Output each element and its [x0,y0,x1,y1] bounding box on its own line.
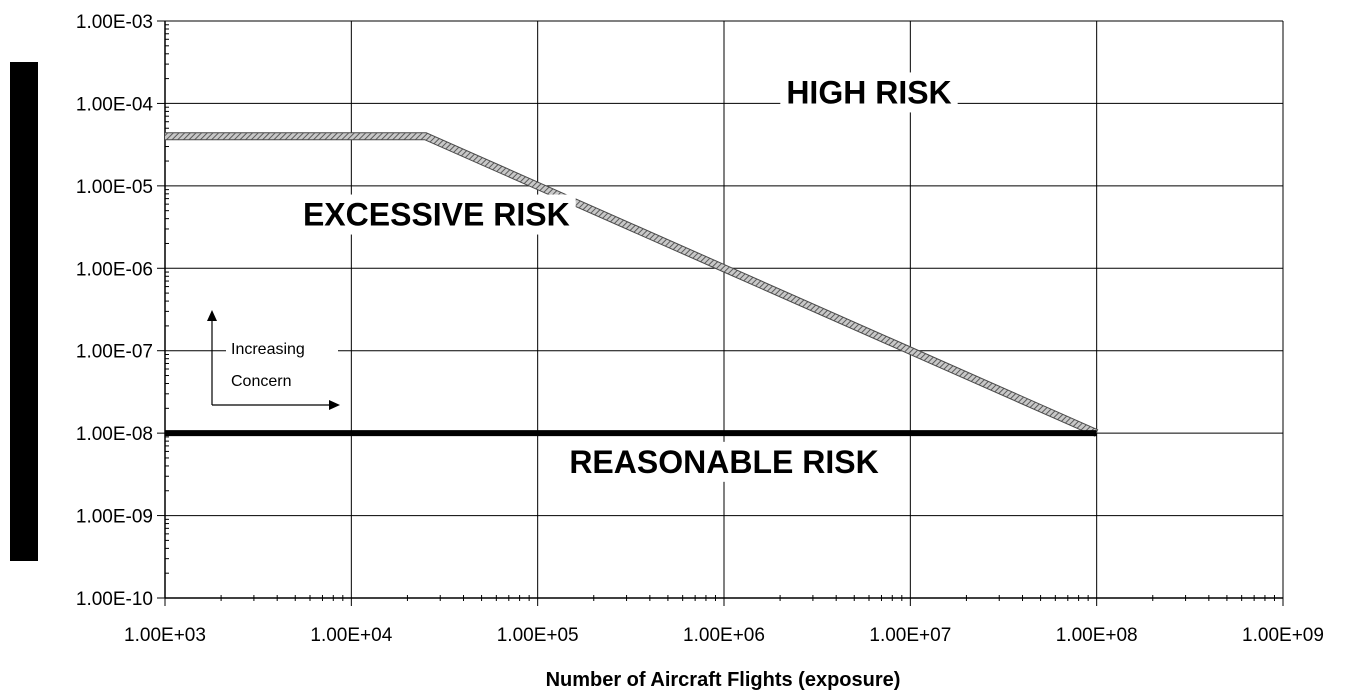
y-tick-label: 1.00E-08 [76,424,153,445]
reasonable-risk-label: REASONABLE RISK [569,444,878,480]
region-labels: HIGH RISK EXCESSIVE RISK REASONABLE RISK [296,72,958,482]
y-tick-label: 1.00E-07 [76,342,153,363]
limit-line-outline [165,132,1099,437]
x-tick-label: 1.00E+05 [497,625,579,646]
reasonable-risk-label-bg [563,441,885,482]
x-axis-title: Number of Aircraft Flights (exposure) [546,669,901,691]
high-risk-label-bg [780,72,958,113]
arrow-right-icon [329,400,340,410]
arrow-up-icon [207,310,217,321]
minor-ticks [165,24,1275,601]
y-tick-label: 1.00E-09 [76,507,153,528]
excessive-risk-label: EXCESSIVE RISK [303,197,570,233]
annotation-line-2: Concern [231,373,291,390]
excessive-risk-label-bg [296,194,576,235]
limit-line-hatched [165,133,1098,436]
annotation-line-1: Increasing [231,341,305,358]
y-tick-label: 1.00E-10 [76,589,153,610]
x-tick-label: 1.00E+08 [1056,625,1138,646]
x-tick-label: 1.00E+09 [1242,625,1324,646]
increasing-concern-annotation: Increasing Concern [207,310,340,410]
y-axis-side-bar [10,62,38,561]
annotation-bg [226,336,338,358]
gridlines [165,20,1284,598]
x-tick-label: 1.00E+07 [869,625,951,646]
y-tick-label: 1.00E-03 [76,12,153,33]
x-tick-label: 1.00E+04 [310,625,392,646]
high-risk-label: HIGH RISK [786,74,951,110]
x-tick-label: 1.00E+03 [124,625,206,646]
axes [157,20,1284,606]
y-tick-label: 1.00E-05 [76,177,153,198]
series [165,132,1099,437]
x-tick-label: 1.00E+06 [683,625,765,646]
y-tick-label: 1.00E-06 [76,259,153,280]
tick-labels: 1.00E+03 1.00E+04 1.00E+05 1.00E+06 1.00E+07… [76,12,1324,646]
y-tick-label: 1.00E-04 [76,94,154,115]
